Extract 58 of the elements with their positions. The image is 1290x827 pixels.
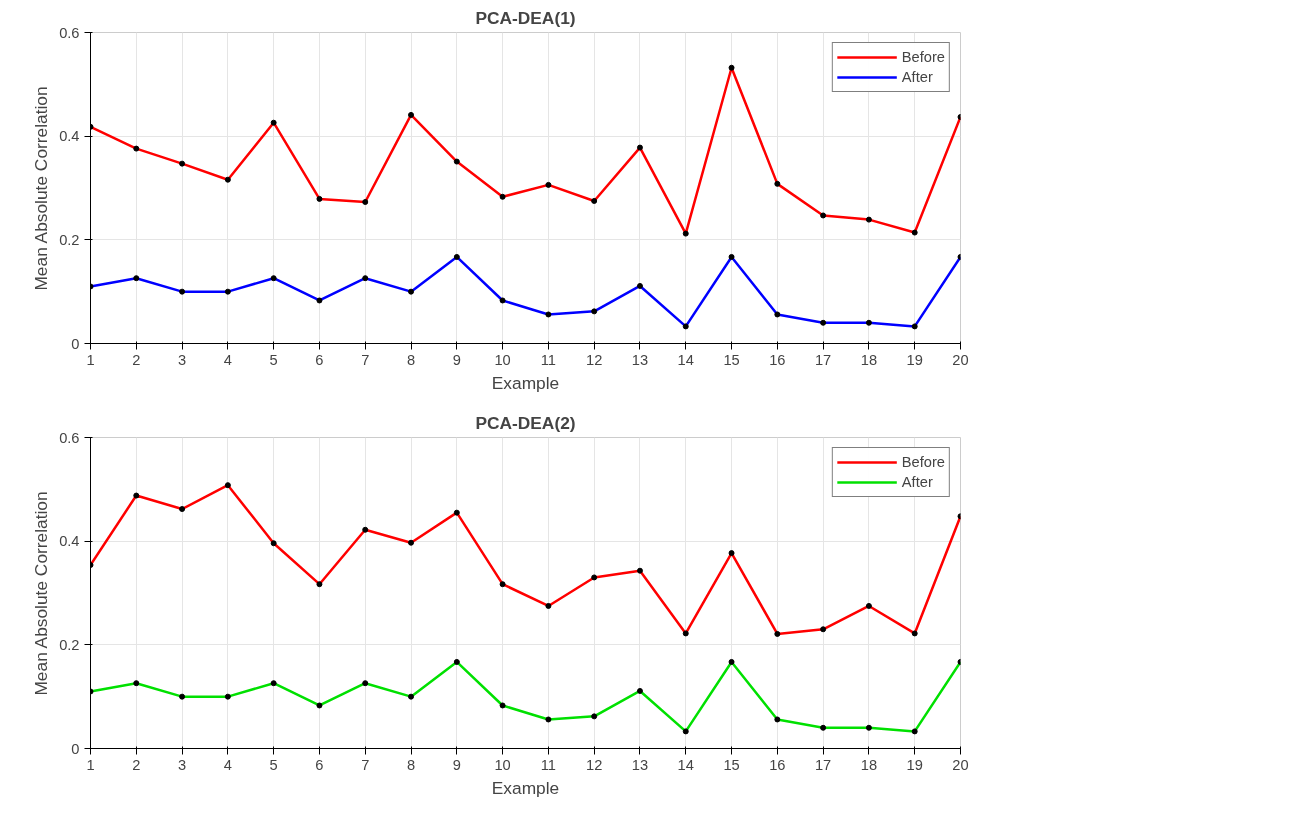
y-tick-label: 0.2 <box>59 231 80 248</box>
x-tick-label: 14 <box>677 756 694 773</box>
x-axis-title: Example <box>491 777 560 798</box>
y-tick-label: 0 <box>71 740 80 757</box>
x-tick-label: 20 <box>952 351 969 368</box>
y-axis-title: Mean Absolute Correlation <box>31 86 52 291</box>
y-tick-label: 0.6 <box>59 24 80 41</box>
y-tick-label: 0.4 <box>59 533 80 550</box>
x-tick-label: 7 <box>361 756 370 773</box>
x-tick-label: 10 <box>494 351 511 368</box>
y-tick-label: 0.2 <box>59 636 80 653</box>
x-tick-label: 9 <box>452 756 461 773</box>
x-tick-label: 16 <box>769 351 786 368</box>
x-tick-label: 13 <box>631 756 649 773</box>
x-tick-label: 15 <box>723 756 740 773</box>
x-tick-label: 13 <box>631 351 649 368</box>
x-tick-label: 6 <box>315 351 324 368</box>
x-tick-label: 9 <box>452 351 461 368</box>
y-tick-label: 0.6 <box>59 429 80 446</box>
chart-title: PCA-DEA(2) <box>475 412 576 433</box>
legend-label: Before <box>901 49 945 65</box>
x-tick-label: 1 <box>86 351 95 368</box>
x-tick-label: 5 <box>269 351 278 368</box>
x-tick-label: 1 <box>86 756 95 773</box>
x-tick-label: 8 <box>406 351 416 368</box>
x-tick-label: 17 <box>814 756 832 773</box>
x-tick-label: 2 <box>132 351 141 368</box>
x-tick-label: 12 <box>586 351 603 368</box>
x-axis-title: Example <box>491 372 560 393</box>
x-tick-label: 10 <box>494 756 511 773</box>
x-tick-label: 8 <box>406 756 416 773</box>
y-tick-label: 0.4 <box>59 128 80 145</box>
legend-label: After <box>901 474 933 490</box>
x-tick-label: 5 <box>269 756 278 773</box>
x-tick-label: 11 <box>540 351 557 368</box>
x-tick-label: 11 <box>540 756 557 773</box>
y-axis-title: Mean Absolute Correlation <box>31 491 52 696</box>
x-tick-label: 3 <box>178 351 187 368</box>
x-tick-label: 18 <box>860 351 878 368</box>
x-tick-label: 3 <box>178 756 187 773</box>
x-tick-label: 17 <box>814 351 832 368</box>
x-tick-label: 2 <box>132 756 141 773</box>
x-tick-label: 18 <box>860 756 878 773</box>
x-tick-label: 20 <box>952 756 969 773</box>
x-tick-label: 19 <box>906 756 923 773</box>
x-tick-label: 15 <box>723 351 740 368</box>
x-tick-label: 14 <box>677 351 694 368</box>
x-tick-label: 12 <box>586 756 603 773</box>
x-tick-label: 4 <box>223 756 232 773</box>
x-tick-label: 6 <box>315 756 324 773</box>
legend-label: Before <box>901 454 945 470</box>
y-tick-label: 0 <box>71 335 80 352</box>
chart-title: PCA-DEA(1) <box>475 7 576 28</box>
x-tick-label: 16 <box>769 756 786 773</box>
x-tick-label: 7 <box>361 351 370 368</box>
x-tick-label: 4 <box>223 351 232 368</box>
legend-label: After <box>901 69 933 85</box>
x-tick-label: 19 <box>906 351 923 368</box>
